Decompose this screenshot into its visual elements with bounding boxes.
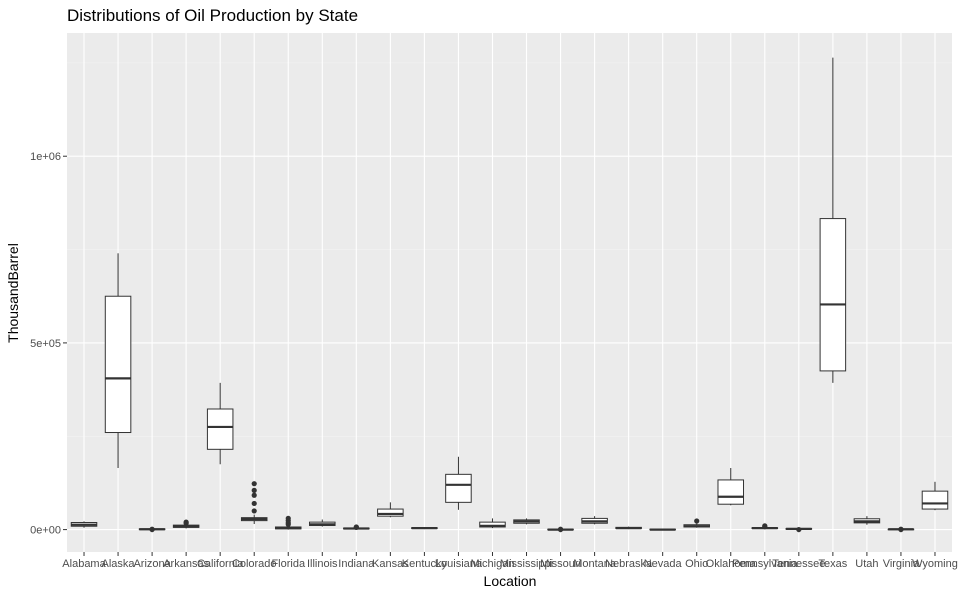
x-tick-label: California xyxy=(197,558,244,570)
box-tennessee xyxy=(785,526,813,533)
box-michigan xyxy=(479,518,506,529)
x-tick-label: Nevada xyxy=(644,558,683,570)
box-indiana xyxy=(343,524,370,530)
outlier-point xyxy=(251,508,257,514)
x-tick-label: Kansas xyxy=(372,558,409,570)
box-iqr xyxy=(921,490,949,510)
x-tick-label: Oklahoma xyxy=(706,558,757,570)
outlier-point xyxy=(251,481,257,487)
x-tick-label: Arizona xyxy=(133,558,171,570)
outlier-point xyxy=(183,519,189,525)
x-tick-label: Louisiana xyxy=(435,558,483,570)
box-colorado xyxy=(240,481,268,524)
outlier-point xyxy=(251,500,257,507)
x-axis-title: Location xyxy=(484,573,537,589)
x-tick-label: Alabama xyxy=(62,558,106,570)
x-tick-label: Mississippi xyxy=(500,558,553,570)
x-tick-label: Indiana xyxy=(338,558,375,570)
y-tick-label: 5e+05 xyxy=(30,338,61,350)
box-pennsylvania xyxy=(751,523,779,530)
box-kentucky xyxy=(411,527,438,530)
plot-panel xyxy=(67,33,952,552)
y-tick-label: 1e+06 xyxy=(30,151,61,163)
outlier-point xyxy=(694,518,700,524)
x-tick-label: Wyoming xyxy=(912,558,958,570)
box-oklahoma xyxy=(717,467,745,506)
chart-title: Distributions of Oil Production by State xyxy=(67,6,358,25)
outlier-point xyxy=(557,526,564,532)
boxes-layer xyxy=(70,57,949,533)
x-tick-label: Missouri xyxy=(540,558,581,570)
box-california xyxy=(206,382,234,465)
y-axis-title: ThousandBarrel xyxy=(5,243,21,343)
x-tick-label: Pennsylvania xyxy=(732,558,798,570)
x-tick-label: Ohio xyxy=(685,558,708,570)
outlier-point xyxy=(251,487,257,493)
x-tick-label: Michigan xyxy=(470,558,514,570)
box-iqr xyxy=(206,408,234,450)
box-iqr xyxy=(445,473,472,503)
outlier-point xyxy=(762,523,768,529)
x-tick-label: Arkansas xyxy=(163,558,209,570)
box-texas xyxy=(819,57,847,383)
x-tick-label: Florida xyxy=(271,558,306,570)
outlier-point xyxy=(353,524,359,530)
outlier-point xyxy=(149,526,155,532)
box-illinois xyxy=(309,519,336,527)
x-tick-label: Nebraska xyxy=(605,558,653,570)
x-tick-label: Colorado xyxy=(232,558,277,570)
box-iqr xyxy=(819,218,847,372)
box-nevada xyxy=(649,528,676,531)
x-tick-label: Tennessee xyxy=(772,558,825,570)
x-tick-label: Kentucky xyxy=(402,558,448,570)
x-tick-label: Virginia xyxy=(883,558,920,570)
y-axis: 0e+00 5e+05 1e+06 xyxy=(30,151,67,537)
x-tick-label: Montana xyxy=(573,558,617,570)
box-nebraska xyxy=(615,526,642,530)
box-iqr xyxy=(717,479,745,505)
box-ohio xyxy=(683,518,710,528)
x-axis: AlabamaAlaskaArizonaArkansasCaliforniaCo… xyxy=(62,552,958,570)
box-kansas xyxy=(377,502,404,518)
outlier-point xyxy=(796,526,802,533)
x-tick-label: Alaska xyxy=(102,558,136,570)
box-alabama xyxy=(70,521,98,528)
x-tick-label: Utah xyxy=(855,558,878,570)
x-tick-label: Texas xyxy=(818,558,847,570)
box-florida xyxy=(274,515,302,530)
box-missouri xyxy=(547,526,574,533)
box-iqr xyxy=(104,295,132,434)
box-iqr xyxy=(377,508,404,517)
box-arkansas xyxy=(172,519,200,529)
box-arizona xyxy=(138,526,166,533)
box-iqr xyxy=(479,521,506,528)
box-alaska xyxy=(104,253,132,468)
box-mississippi xyxy=(513,518,540,525)
outlier-point xyxy=(285,515,291,521)
outlier-point xyxy=(898,526,904,532)
box-utah xyxy=(853,516,881,525)
box-louisiana xyxy=(445,456,472,510)
outlier-point xyxy=(251,492,257,498)
box-wyoming xyxy=(921,481,949,511)
y-tick-label: 0e+00 xyxy=(30,525,61,537)
box-virginia xyxy=(887,526,915,533)
x-tick-label: Illinois xyxy=(307,558,338,570)
grid-major xyxy=(67,33,952,552)
box-montana xyxy=(581,516,608,525)
